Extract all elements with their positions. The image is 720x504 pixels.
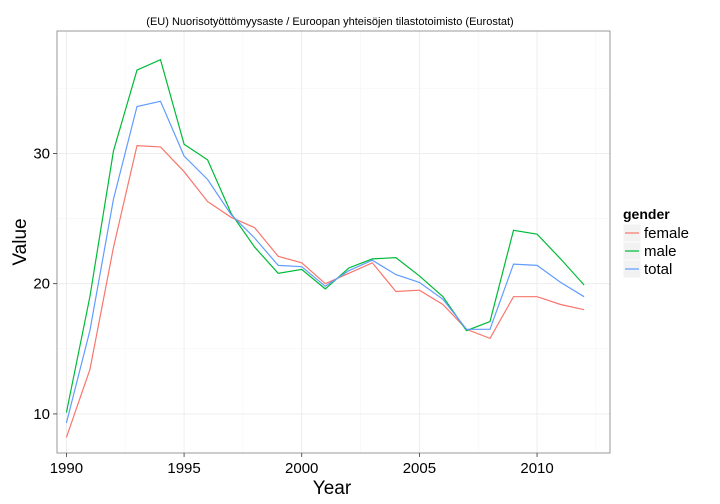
x-tick-label: 1990 xyxy=(50,460,83,477)
series-line-male xyxy=(65,58,585,413)
chart-title: (EU) Nuorisotyöttömyysaste / Euroopan yh… xyxy=(146,16,513,28)
series-line-total xyxy=(65,100,585,424)
x-tick-label: 2000 xyxy=(285,460,318,477)
series-line-female xyxy=(65,144,585,438)
grid xyxy=(57,31,610,453)
y-tick-label: 10 xyxy=(33,406,50,423)
plot-panel-border xyxy=(56,30,611,454)
legend-label-total: total xyxy=(644,261,672,278)
series-lines xyxy=(65,58,585,438)
x-tick-label: 2005 xyxy=(403,460,436,477)
x-axis-title: Year xyxy=(313,478,352,499)
x-tick-label: 2010 xyxy=(520,460,553,477)
legend-label-male: male xyxy=(644,243,677,260)
legend-label-female: female xyxy=(644,225,689,242)
y-tick-label: 30 xyxy=(33,145,50,162)
y-tick-label: 20 xyxy=(33,276,50,293)
legend-title: gender xyxy=(623,206,670,222)
y-axis-title: Value xyxy=(10,218,31,265)
x-tick-label: 1995 xyxy=(167,460,200,477)
